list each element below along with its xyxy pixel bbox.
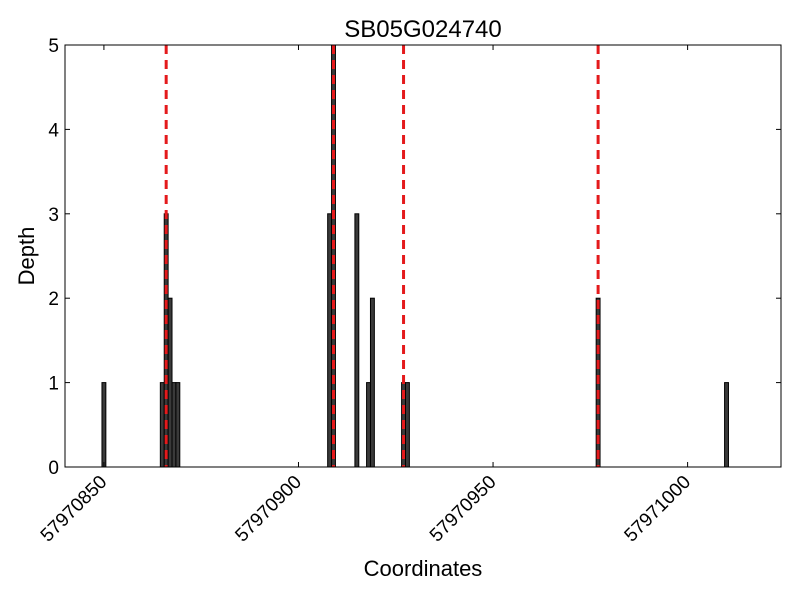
depth-bar bbox=[163, 213, 169, 468]
x-tick-label: 57971000 bbox=[621, 472, 696, 547]
x-tick-label: 57970900 bbox=[231, 472, 306, 547]
y-tick-label: 5 bbox=[48, 36, 59, 57]
x-axis-ticks: 57970850 57970900 57970950 57971000 bbox=[37, 45, 695, 546]
y-tick-label: 3 bbox=[48, 205, 59, 226]
depth-bar bbox=[369, 297, 375, 468]
x-tick-label: 57970950 bbox=[426, 472, 501, 547]
depth-bar bbox=[159, 382, 165, 468]
y-axis-ticks: 0 1 2 3 4 5 bbox=[48, 36, 781, 479]
y-axis-label: Depth bbox=[14, 227, 39, 286]
x-axis-label: Coordinates bbox=[364, 556, 483, 581]
depth-bar bbox=[327, 213, 333, 468]
depth-bar bbox=[101, 382, 107, 468]
depth-bar bbox=[175, 382, 181, 468]
y-tick-label: 4 bbox=[48, 120, 59, 141]
axes-frame bbox=[64, 44, 782, 468]
depth-bar bbox=[167, 297, 173, 468]
depth-bar bbox=[354, 213, 360, 468]
chart-title: SB05G024740 bbox=[344, 16, 501, 43]
y-tick-label: 0 bbox=[48, 458, 59, 479]
x-tick-label: 57970850 bbox=[37, 472, 112, 547]
y-tick-label: 1 bbox=[48, 374, 59, 395]
depth-bar bbox=[366, 382, 371, 468]
marker-lines-group bbox=[164, 45, 600, 467]
depth-bar bbox=[404, 382, 410, 468]
y-tick-label: 2 bbox=[48, 289, 59, 310]
depth-bar bbox=[171, 382, 177, 468]
bars-group bbox=[101, 44, 729, 468]
depth-bar bbox=[724, 382, 729, 468]
